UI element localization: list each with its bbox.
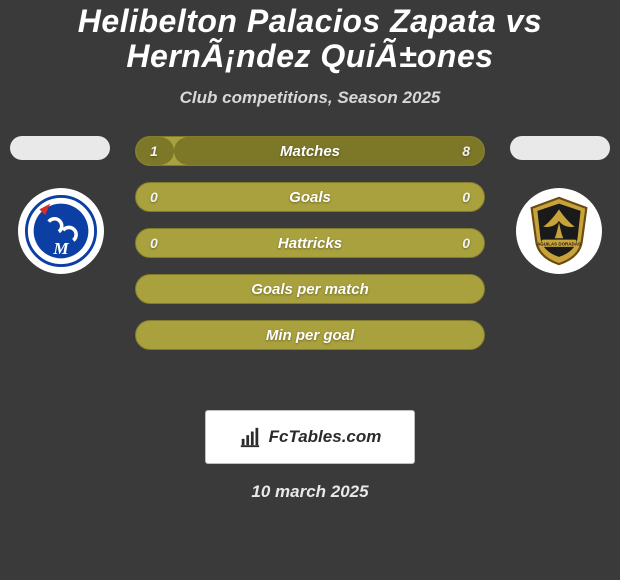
branding-text: FcTables.com [269,427,382,447]
comparison-card: Helibelton Palacios Zapata vs HernÃ¡ndez… [0,0,620,580]
stat-value-right: 8 [462,137,470,165]
stat-label: Goals [136,183,484,211]
svg-text:M: M [52,239,69,258]
right-stat-pill [510,136,610,160]
bar-chart-icon [239,426,261,448]
date-label: 10 march 2025 [0,482,620,502]
stat-value-right: 0 [462,183,470,211]
stat-value-right: 0 [462,229,470,257]
page-title: Helibelton Palacios Zapata vs HernÃ¡ndez… [0,4,620,74]
left-stat-pill [10,136,110,160]
right-team-crest: AGUILAS DORADAS [516,188,602,274]
stat-row: Goals per match [135,274,485,304]
stat-label: Min per goal [136,321,484,349]
stat-row: Goals0 0 [135,182,485,212]
stat-label: Matches [136,137,484,165]
stat-value-left: 0 [150,229,158,257]
stat-row: Matches1 8 [135,136,485,166]
stat-row: Min per goal [135,320,485,350]
stat-label: Hattricks [136,229,484,257]
aguilas-crest-icon: AGUILAS DORADAS [523,195,595,267]
stat-rows: Matches18Goals00Hattricks00Goals per mat… [135,136,485,366]
branding-badge: FcTables.com [205,410,415,464]
comparison-arena: M AGUILAS DORADAS Matches18Goals00Hattri… [0,134,620,404]
stat-value-left: 0 [150,183,158,211]
subtitle: Club competitions, Season 2025 [0,88,620,108]
stat-value-left: 1 [150,137,158,165]
millonarios-crest-icon: M [25,195,97,267]
svg-text:AGUILAS DORADAS: AGUILAS DORADAS [537,242,581,247]
stat-label: Goals per match [136,275,484,303]
stat-row: Hattricks0 0 [135,228,485,258]
left-team-crest: M [18,188,104,274]
